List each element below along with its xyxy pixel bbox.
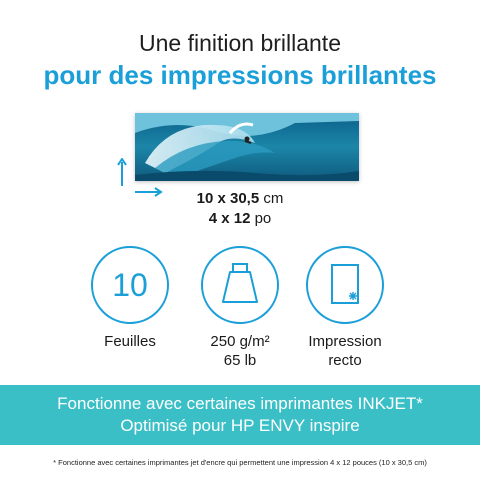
weight-label-line1: 250 g/m² (210, 333, 270, 350)
compatibility-banner: Fonctionne avec certaines imprimantes IN… (0, 385, 480, 445)
size-imperial-unit: po (254, 210, 272, 227)
recto-circle (306, 246, 384, 324)
width-arrow-icon (135, 187, 163, 197)
sheet-count-label: Feuilles (70, 332, 190, 351)
single-sided-sheet-icon (331, 264, 359, 304)
size-imperial: 4 x 12 po (0, 210, 480, 227)
sheet-count: 10 (112, 266, 148, 303)
weight-label: 250 g/m² 65 lb (180, 332, 300, 370)
sheet-count-circle: 10 (91, 246, 169, 324)
recto-label-line2: recto (328, 352, 362, 369)
footnote: * Fonctionne avec certaines imprimantes … (53, 458, 427, 467)
headline: Une finition brillante (138, 30, 341, 56)
weight-label-line2: 65 lb (223, 352, 257, 369)
wave-photo (135, 113, 359, 181)
weight-circle (201, 246, 279, 324)
height-arrow-icon (117, 158, 127, 186)
size-imperial-value: 4 x 12 (208, 210, 251, 227)
recto-label-line1: Impression (308, 333, 382, 350)
sheet-count-label-line1: Feuilles (104, 333, 156, 350)
size-metric-value: 10 x 30,5 (196, 190, 260, 207)
size-metric-unit: cm (263, 190, 284, 207)
banner-line2: Optimisé pour HP ENVY inspire (120, 416, 360, 435)
recto-label: Impression recto (285, 332, 405, 370)
weight-icon (222, 263, 258, 303)
size-metric: 10 x 30,5 cm (0, 190, 480, 207)
subheadline: pour des impressions brillantes (43, 60, 437, 90)
banner-line1: Fonctionne avec certaines imprimantes IN… (57, 394, 423, 413)
